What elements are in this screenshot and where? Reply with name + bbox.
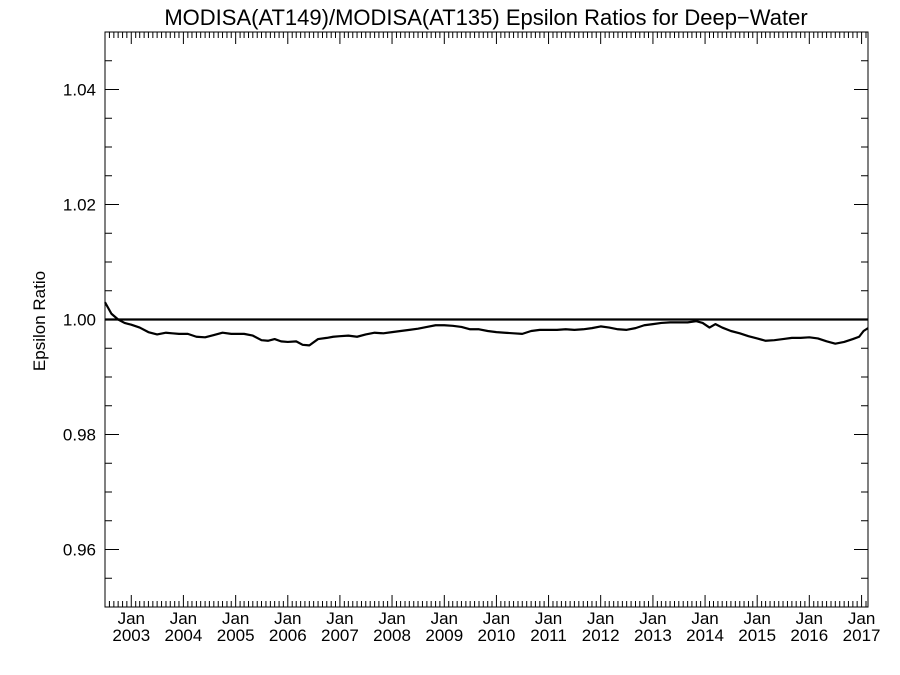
x-tick-label-month: Jan (326, 609, 353, 628)
x-tick-label-month: Jan (535, 609, 562, 628)
chart-title: MODISA(AT149)/MODISA(AT135) Epsilon Rati… (164, 5, 807, 30)
series-line (104, 301, 869, 347)
x-tick-label-year: 2005 (217, 626, 255, 645)
x-tick-label-year: 2015 (738, 626, 776, 645)
y-axis-label: Epsilon Ratio (30, 271, 49, 371)
x-tick-label-month: Jan (431, 609, 458, 628)
x-tick-label-year: 2009 (425, 626, 463, 645)
x-tick-label-year: 2010 (478, 626, 516, 645)
y-tick-label: 1.04 (63, 81, 96, 100)
x-tick-label-month: Jan (848, 609, 875, 628)
x-tick-label-month: Jan (796, 609, 823, 628)
x-tick-label-year: 2012 (582, 626, 620, 645)
y-tick-label: 1.00 (63, 311, 96, 330)
x-axis-ticks: Jan2003Jan2004Jan2005Jan2006Jan2007Jan20… (104, 32, 881, 645)
x-tick-label-year: 2007 (321, 626, 359, 645)
x-tick-label-month: Jan (118, 609, 145, 628)
x-tick-label-month: Jan (639, 609, 666, 628)
x-tick-label-month: Jan (378, 609, 405, 628)
x-tick-label-year: 2017 (843, 626, 881, 645)
x-tick-label-month: Jan (222, 609, 249, 628)
x-tick-label-year: 2008 (373, 626, 411, 645)
x-tick-label-year: 2011 (530, 626, 567, 645)
x-tick-label-month: Jan (743, 609, 770, 628)
x-tick-label-year: 2016 (790, 626, 828, 645)
x-tick-label-month: Jan (274, 609, 301, 628)
x-tick-label-month: Jan (691, 609, 718, 628)
x-tick-label-month: Jan (587, 609, 614, 628)
y-tick-label: 1.02 (63, 196, 96, 215)
x-tick-label-month: Jan (170, 609, 197, 628)
x-tick-label-year: 2014 (686, 626, 724, 645)
x-tick-label-year: 2013 (634, 626, 672, 645)
y-tick-label: 0.98 (63, 426, 96, 445)
x-tick-label-year: 2006 (269, 626, 307, 645)
x-tick-label-month: Jan (483, 609, 510, 628)
x-tick-label-year: 2003 (112, 626, 150, 645)
x-tick-label-year: 2004 (164, 626, 202, 645)
y-tick-label: 0.96 (63, 541, 96, 560)
